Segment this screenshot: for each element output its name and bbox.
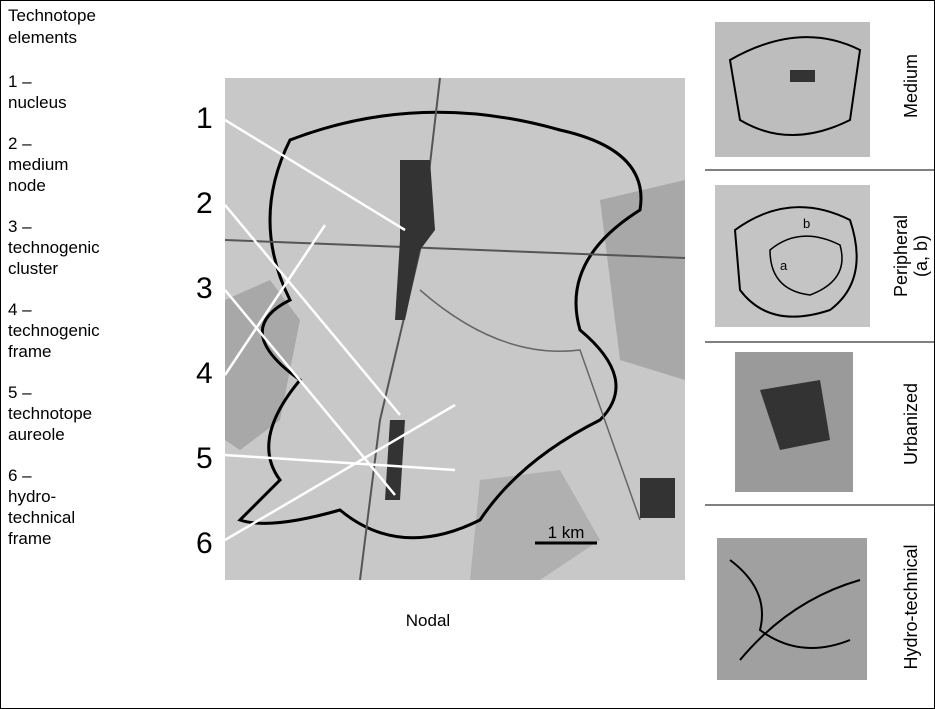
legend-item: aureole: [8, 425, 65, 444]
side-map-peripheral: [715, 185, 870, 327]
legend-item: 5 –: [8, 383, 32, 402]
map-number: 6: [196, 527, 213, 560]
scale-label: 1 km: [548, 523, 585, 542]
map-mark: a: [780, 258, 788, 273]
side-map-hydro: [717, 538, 867, 680]
legend-item: 2 –: [8, 134, 32, 153]
legend-title: Technotope: [8, 6, 96, 25]
side-label: Medium: [901, 54, 921, 118]
legend-item: technogenic: [8, 321, 100, 340]
side-label: Peripheral: [891, 215, 911, 297]
legend-item: frame: [8, 529, 51, 548]
map-number: 5: [196, 442, 213, 475]
side-label: (a, b): [911, 235, 931, 277]
map-number: 1: [196, 102, 213, 135]
legend-item: node: [8, 176, 46, 195]
map-number: 4: [196, 357, 213, 390]
map-number: 3: [196, 272, 213, 305]
map-number: 2: [196, 187, 213, 220]
legend-item: cluster: [8, 259, 58, 278]
legend-item: 3 –: [8, 217, 32, 236]
side-label: Urbanized: [901, 383, 921, 465]
figure-canvas: Technotope elements 1 – nucleus 2 – medium nod…: [0, 0, 935, 709]
legend-item: hydro-: [8, 487, 56, 506]
legend-item: frame: [8, 342, 51, 361]
map-caption: Nodal: [406, 611, 450, 630]
legend-item: technotope: [8, 404, 92, 423]
side-map-urbanized: [735, 352, 853, 492]
legend-title: elements: [8, 28, 77, 47]
legend-item: 6 –: [8, 466, 32, 485]
map-mark: b: [803, 216, 810, 231]
legend-item: technogenic: [8, 238, 100, 257]
side-map-medium: [715, 22, 870, 157]
main-map: [225, 78, 685, 580]
figure: Technotope elements 1 – nucleus 2 – medium nod…: [0, 0, 935, 709]
legend-item: 4 –: [8, 300, 32, 319]
legend-item: medium: [8, 155, 68, 174]
legend-item: 1 –: [8, 72, 32, 91]
legend-item: nucleus: [8, 93, 67, 112]
legend-item: technical: [8, 508, 75, 527]
side-label: Hydro-technical: [901, 544, 921, 669]
